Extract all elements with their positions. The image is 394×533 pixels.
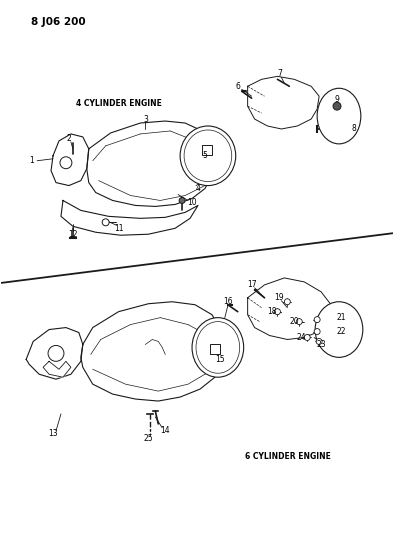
Text: 1: 1 bbox=[29, 156, 33, 165]
Text: 20: 20 bbox=[290, 317, 299, 326]
Circle shape bbox=[60, 157, 72, 168]
Text: 13: 13 bbox=[48, 429, 58, 438]
Text: 10: 10 bbox=[187, 198, 197, 207]
Text: 17: 17 bbox=[247, 280, 256, 289]
Text: 22: 22 bbox=[336, 327, 346, 336]
Text: 2: 2 bbox=[67, 134, 71, 143]
Text: 12: 12 bbox=[68, 230, 78, 239]
Polygon shape bbox=[248, 278, 331, 340]
Text: 7: 7 bbox=[277, 69, 282, 78]
Circle shape bbox=[179, 198, 185, 204]
Text: 25: 25 bbox=[143, 434, 153, 443]
Ellipse shape bbox=[192, 318, 243, 377]
Ellipse shape bbox=[180, 126, 236, 185]
Polygon shape bbox=[81, 302, 224, 401]
Circle shape bbox=[304, 335, 310, 341]
Circle shape bbox=[333, 102, 341, 110]
Text: 4: 4 bbox=[195, 184, 201, 193]
Text: 9: 9 bbox=[335, 95, 340, 104]
Circle shape bbox=[284, 299, 290, 305]
Text: 23: 23 bbox=[316, 340, 326, 349]
Polygon shape bbox=[43, 361, 71, 377]
Polygon shape bbox=[51, 134, 89, 185]
Ellipse shape bbox=[317, 88, 361, 144]
Text: 4 CYLINDER ENGINE: 4 CYLINDER ENGINE bbox=[76, 99, 162, 108]
Polygon shape bbox=[248, 76, 319, 129]
Circle shape bbox=[316, 338, 322, 344]
Circle shape bbox=[296, 319, 302, 325]
Circle shape bbox=[275, 309, 281, 314]
Text: 24: 24 bbox=[296, 333, 306, 342]
Circle shape bbox=[314, 317, 320, 322]
Polygon shape bbox=[87, 121, 214, 206]
Text: 3: 3 bbox=[143, 115, 148, 124]
FancyBboxPatch shape bbox=[202, 145, 212, 155]
Text: 21: 21 bbox=[336, 313, 346, 322]
Polygon shape bbox=[26, 328, 83, 379]
Text: 15: 15 bbox=[215, 355, 225, 364]
Text: 6 CYLINDER ENGINE: 6 CYLINDER ENGINE bbox=[245, 452, 331, 461]
Text: 8 J06 200: 8 J06 200 bbox=[31, 17, 86, 27]
Circle shape bbox=[102, 219, 109, 226]
Text: 5: 5 bbox=[203, 151, 207, 160]
Text: 16: 16 bbox=[223, 297, 232, 306]
Text: 11: 11 bbox=[114, 224, 123, 233]
Ellipse shape bbox=[315, 302, 363, 357]
Polygon shape bbox=[61, 200, 198, 235]
Circle shape bbox=[48, 345, 64, 361]
Text: 14: 14 bbox=[160, 426, 170, 435]
Text: 8: 8 bbox=[351, 125, 356, 133]
Text: 6: 6 bbox=[235, 82, 240, 91]
Text: 19: 19 bbox=[275, 293, 284, 302]
FancyBboxPatch shape bbox=[210, 344, 220, 354]
Text: 18: 18 bbox=[267, 307, 276, 316]
Circle shape bbox=[314, 328, 320, 335]
